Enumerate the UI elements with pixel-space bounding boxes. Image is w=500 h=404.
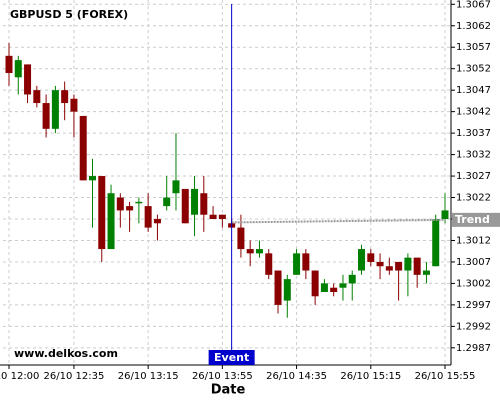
- candle-body: [376, 261, 384, 267]
- x-tick-label: 26/10 12:35: [44, 371, 105, 382]
- candle-body: [255, 249, 263, 254]
- x-tick-label: 26/10 14:35: [266, 371, 327, 382]
- x-tick-label: 26/10 15:15: [340, 371, 401, 382]
- y-tick-label: 1.2992: [456, 321, 491, 332]
- y-tick-label: 1.3012: [456, 235, 491, 246]
- y-tick-label: 1.3027: [456, 171, 491, 182]
- y-tick-label: 1.2997: [456, 300, 491, 311]
- candle-body: [246, 249, 254, 254]
- candle-body: [126, 206, 134, 211]
- candle-body: [274, 270, 282, 305]
- candle-body: [88, 176, 96, 181]
- candle-body: [339, 283, 347, 288]
- candle-body: [441, 210, 449, 219]
- y-tick-label: 1.3002: [456, 278, 491, 289]
- trend-label: Trend: [455, 213, 490, 226]
- candle-body: [42, 103, 50, 129]
- event-label-box: [208, 350, 255, 365]
- candle-body: [79, 115, 87, 181]
- candle-body: [385, 266, 393, 271]
- candle-body: [413, 257, 421, 275]
- trend-line: [231, 218, 446, 224]
- x-tick-label: 26/10 13:55: [192, 371, 253, 382]
- y-tick-label: 1.3067: [456, 0, 491, 10]
- candle-body: [98, 176, 106, 250]
- candle-body: [320, 283, 328, 292]
- candle-body: [395, 261, 403, 271]
- y-tick-label: 1.3022: [456, 193, 491, 204]
- candle-body: [404, 257, 412, 271]
- event-label: Event: [214, 351, 249, 364]
- y-tick-label: 1.3032: [456, 150, 491, 161]
- candle-body: [191, 188, 199, 215]
- chart-title: GBPUSD 5 (FOREX): [10, 8, 128, 21]
- x-tick-label: 26/10 12:00: [0, 371, 39, 382]
- y-tick-label: 1.3052: [456, 64, 491, 75]
- candle-body: [181, 188, 189, 224]
- candle-body: [51, 90, 59, 129]
- candle-body: [348, 274, 356, 284]
- candle-body: [200, 193, 208, 215]
- y-tick-label: 1.3047: [456, 85, 491, 96]
- candle-body: [293, 253, 301, 275]
- x-axis-label: Date: [211, 383, 246, 398]
- candle-body: [107, 193, 115, 250]
- x-tick-label: 26/10 15:55: [415, 371, 476, 382]
- candle-body: [358, 249, 366, 271]
- y-tick-label: 1.3042: [456, 107, 491, 118]
- candle-body: [163, 197, 171, 207]
- candle-body: [422, 270, 430, 275]
- candle-body: [144, 206, 152, 228]
- candle-body: [153, 219, 161, 224]
- y-tick-label: 1.3037: [456, 128, 491, 139]
- y-tick-label: 1.3007: [456, 257, 491, 268]
- candle-body: [14, 60, 22, 78]
- candle-body: [24, 64, 32, 95]
- y-tick-label: 1.3062: [456, 21, 491, 32]
- x-tick-label: 26/10 13:15: [118, 371, 179, 382]
- candle-body: [302, 253, 310, 271]
- y-tick-label: 1.2987: [456, 343, 491, 354]
- candle-body: [311, 270, 319, 297]
- y-tick-label: 1.3057: [456, 42, 491, 53]
- candle-body: [432, 219, 440, 267]
- candle-body: [218, 214, 226, 219]
- candle-body: [330, 287, 338, 292]
- candle-body: [33, 90, 41, 104]
- watermark: www.delkos.com: [14, 347, 118, 360]
- candle-body: [172, 180, 180, 194]
- candle-body: [135, 201, 143, 204]
- candle-body: [265, 253, 273, 275]
- candle-body: [116, 197, 124, 211]
- candle-body: [283, 279, 291, 301]
- candle-body: [70, 98, 78, 112]
- trend-label-box: [452, 212, 500, 227]
- candle-body: [367, 253, 375, 262]
- candle-body: [61, 90, 69, 104]
- candle-body: [237, 227, 245, 250]
- candle-body: [209, 214, 217, 219]
- candle-body: [5, 55, 13, 73]
